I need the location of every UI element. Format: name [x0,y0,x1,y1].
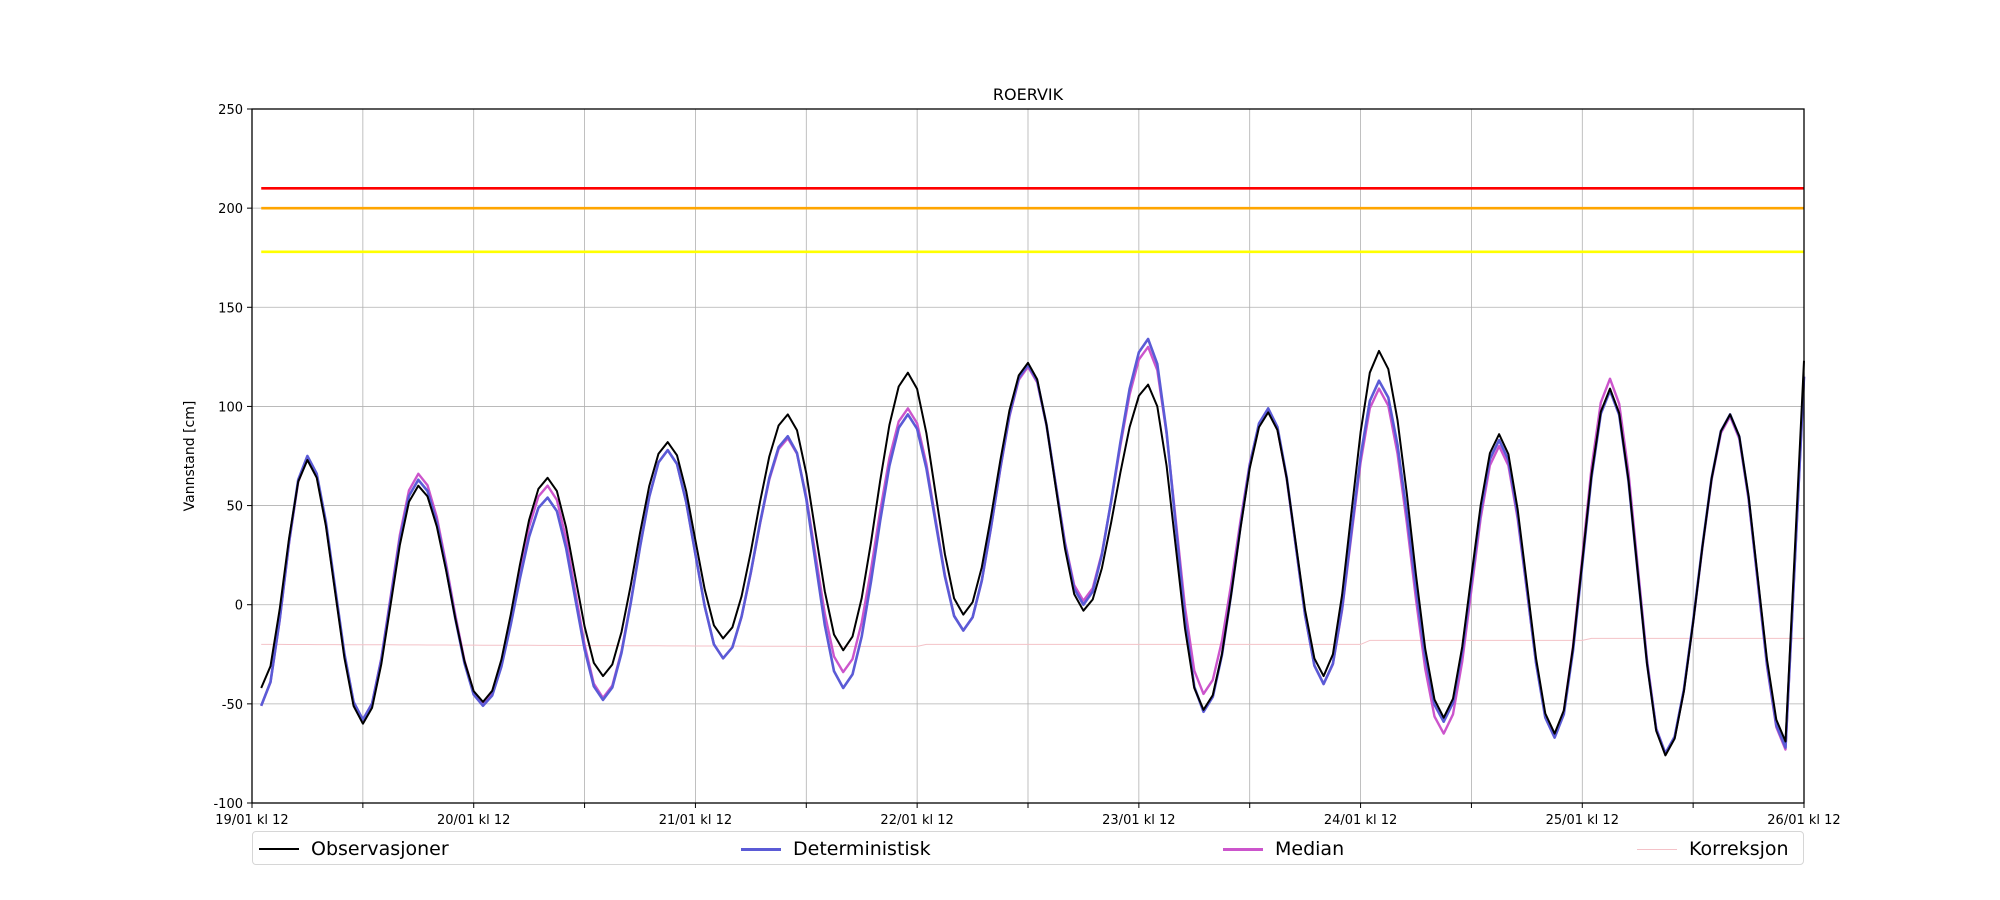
x-tick-label: 24/01 kl 12 [1324,813,1397,828]
legend-swatch [259,848,299,850]
legend-item-observasjoner: Observasjoner [259,832,449,866]
x-tick-label: 20/01 kl 12 [437,813,510,828]
legend-label: Deterministisk [793,838,931,860]
y-tick-label: 250 [218,103,243,118]
x-tick-label: 21/01 kl 12 [659,813,732,828]
legend-item-korreksjon: Korreksjon [1637,832,1789,866]
y-tick-label: -50 [222,698,243,713]
x-tick-label: 23/01 kl 12 [1102,813,1175,828]
y-tick-label: 0 [235,599,243,614]
legend-swatch [741,847,781,851]
x-tick-label: 25/01 kl 12 [1546,813,1619,828]
y-tick-label: 150 [218,301,243,316]
legend-label: Korreksjon [1689,838,1789,860]
legend-swatch [1223,847,1263,851]
x-tick-label: 19/01 kl 12 [215,813,288,828]
chart-title: ROERVIK [993,85,1064,104]
legend-label: Median [1275,838,1345,860]
series-lines [259,337,1806,757]
legend-label: Observasjoner [311,838,449,860]
threshold-lines [261,187,1804,254]
x-tick-label: 26/01 kl 12 [1767,813,1840,828]
y-tick-label: 50 [226,500,243,515]
y-tick-label: 100 [218,400,243,415]
y-tick-label: 200 [218,202,243,217]
y-axis: -100 -50 0 50 100 150 200 250 [213,103,252,812]
y-tick-label: -100 [213,797,243,812]
legend-item-deterministisk: Deterministisk [741,832,931,866]
x-axis: 19/01 kl 12 20/01 kl 12 21/01 kl 12 22/01 k… [215,803,1841,828]
series-line-observasjoner [260,349,1805,757]
legend-swatch [1637,848,1677,850]
legend: Observasjoner Deterministisk Median Korr… [252,831,1804,865]
series-line-korreksjon [261,637,1804,647]
x-tick-label: 22/01 kl 12 [880,813,953,828]
y-axis-label: Vannstand [cm] [182,401,198,512]
legend-item-median: Median [1223,832,1344,866]
